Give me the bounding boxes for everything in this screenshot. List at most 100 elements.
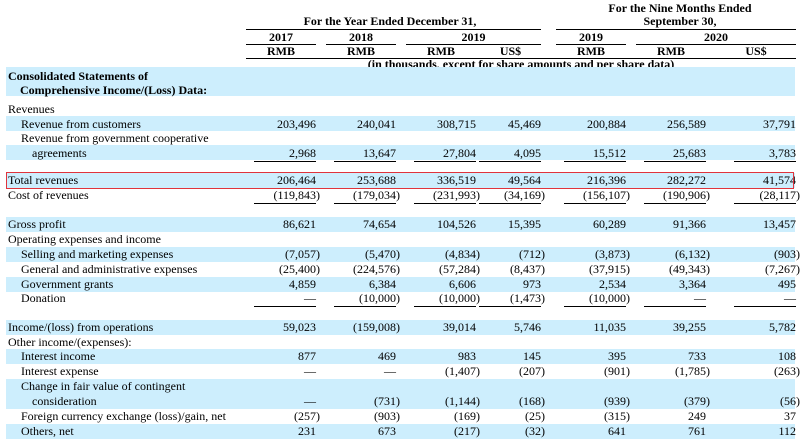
- table-row: Total revenues 206,464 253,688 336,519 49,56…: [6, 173, 796, 188]
- table-row: Selling and marketing expenses (7,057) (5,…: [6, 247, 800, 262]
- row-shading: [6, 379, 795, 409]
- row-label: Donation: [21, 291, 66, 305]
- row-value: 15,512: [593, 146, 626, 160]
- row-shading: [6, 349, 795, 364]
- year-group-underline: [246, 29, 541, 30]
- row-value: (1,144): [445, 394, 480, 408]
- row-shading: [6, 217, 795, 232]
- row-value: (1,785): [675, 364, 710, 378]
- row-value: 3,364: [679, 277, 706, 291]
- row-value: (1,473): [510, 291, 545, 305]
- row-value: 4,859: [289, 277, 316, 291]
- row-value: (25): [525, 409, 545, 423]
- row-shading: [6, 277, 795, 292]
- row-value: 733: [688, 349, 706, 363]
- row-label: Cost of revenues: [8, 188, 89, 202]
- row-label: Gross profit: [8, 217, 66, 231]
- subtotal-underline: [644, 161, 706, 162]
- year-label-2017: 2017: [269, 30, 293, 44]
- table-row: Revenues: [6, 102, 795, 117]
- row-value: 27,804: [443, 146, 476, 160]
- currency-label: RMB: [347, 44, 375, 58]
- row-value: (6,132): [675, 247, 710, 261]
- table-row: General and administrative expenses (25,4…: [6, 262, 800, 277]
- row-value: 253,688: [357, 173, 396, 187]
- row-value: —: [784, 291, 796, 305]
- subtotal-underline: [734, 161, 796, 162]
- section-title-line2: Comprehensive Income/(Loss) Data:: [20, 83, 208, 97]
- row-value: 2,534: [599, 277, 626, 291]
- currency-label: RMB: [657, 44, 685, 58]
- row-value: (257): [294, 409, 320, 423]
- currency-label: US$: [745, 44, 767, 58]
- row-value: 108: [778, 349, 796, 363]
- nine-2020-underline: [636, 44, 796, 45]
- table-row: Interest income 877 469 983 145 395 733 108: [6, 349, 796, 364]
- table-row: agreements 2,968 13,647 27,804 4,095 15,512 25…: [6, 146, 796, 161]
- row-value: (179,034): [353, 188, 400, 202]
- row-value: (28,117): [759, 188, 800, 202]
- row-value: 761: [688, 424, 706, 438]
- row-value: (939): [604, 394, 630, 408]
- currency-label: RMB: [427, 44, 455, 58]
- subtotal-underline: [254, 161, 316, 162]
- subtotal-underline: [414, 161, 476, 162]
- table-row: Revenue from customers 203,496 240,041 308,…: [6, 117, 796, 132]
- table-row: Others, net 231 673 (217) (32) 641 761 112: [6, 424, 796, 439]
- row-value: (56): [780, 394, 800, 408]
- row-value: (1,407): [445, 364, 480, 378]
- row-value: 11,035: [593, 320, 626, 334]
- row-value: 2,968: [289, 146, 316, 160]
- row-value: (190,906): [663, 188, 710, 202]
- subtotal-underline: [334, 306, 396, 307]
- row-value: —: [384, 364, 396, 378]
- row-value: 673: [378, 424, 396, 438]
- row-value: 6,384: [369, 277, 396, 291]
- row-value: 5,746: [514, 320, 541, 334]
- row-value: 86,621: [283, 217, 316, 231]
- row-label: Total revenues: [8, 173, 79, 187]
- row-value: (903): [774, 247, 800, 261]
- row-value: 5,782: [769, 320, 796, 334]
- row-value: 308,715: [437, 117, 476, 131]
- year-ended-heading: For the Year Ended December 31,: [303, 14, 477, 28]
- subtotal-underline: [414, 306, 476, 307]
- row-value: —: [304, 394, 316, 408]
- row-shading: [6, 67, 795, 96]
- row-value: (231,993): [433, 188, 480, 202]
- row-value: 49,564: [508, 173, 541, 187]
- row-value: 3,783: [769, 146, 796, 160]
- row-value: 37: [784, 409, 796, 423]
- row-value: (315): [604, 409, 630, 423]
- row-value: 336,519: [437, 173, 476, 187]
- table-row: Gross profit 86,621 74,654 104,526 15,395 60,…: [6, 217, 796, 232]
- row-shading: [6, 116, 795, 131]
- row-value: (119,843): [273, 188, 320, 202]
- row-value: 25,683: [673, 146, 706, 160]
- row-value: 145: [523, 349, 541, 363]
- row-label: Interest income: [21, 349, 96, 363]
- table-row: Other income/(expenses):: [6, 335, 795, 350]
- subtotal-underline: [479, 161, 541, 162]
- row-value: (37,915): [589, 262, 630, 276]
- row-label: Other income/(expenses):: [8, 335, 132, 349]
- row-value: 104,526: [437, 217, 476, 231]
- currency-underline: [246, 58, 796, 59]
- subtotal-underline: [254, 306, 316, 307]
- row-label: Revenue from customers: [21, 117, 141, 131]
- subtotal-underline: [564, 203, 626, 204]
- row-value: 249: [688, 409, 706, 423]
- table-row: Revenue from government cooperative: [6, 131, 795, 146]
- row-value: 37,791: [763, 117, 796, 131]
- row-shading: [6, 173, 795, 188]
- row-label: Operating expenses and income: [8, 232, 161, 246]
- subtotal-underline: [254, 203, 316, 204]
- subtotal-underline: [734, 203, 796, 204]
- currency-label: US$: [499, 44, 522, 58]
- row-shading: [6, 247, 795, 262]
- table-row: Change in fair value of contingent: [6, 379, 795, 394]
- row-value: —: [304, 291, 316, 305]
- row-value: 200,884: [587, 117, 626, 131]
- row-value: 6,606: [449, 277, 476, 291]
- row-shading: [6, 320, 795, 335]
